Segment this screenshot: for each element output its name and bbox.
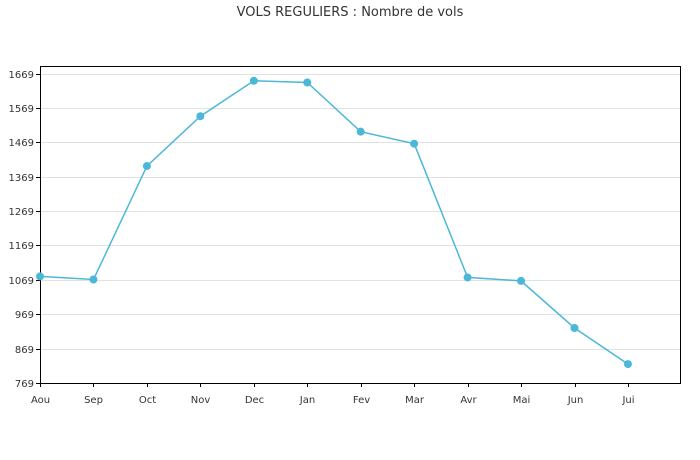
x-tick-label: Jun [567,395,584,406]
x-tick-label: Mai [513,395,531,406]
chart-title: VOLS REGULIERS : Nombre de vols [236,5,464,20]
data-point [249,76,258,85]
y-tick-label: 1269 [9,207,34,218]
x-tick-label: Jan [299,395,315,406]
y-tick-label: 1469 [9,138,34,149]
data-point [303,78,312,87]
data-point [570,323,579,332]
y-tick-label: 1169 [9,241,34,252]
data-point [517,276,526,285]
y-tick-label: 1669 [9,70,34,81]
x-tick-label: Fev [353,395,370,406]
data-point [142,162,151,171]
x-tick-label: Sep [84,395,103,406]
data-point [196,112,205,121]
data-point [36,272,44,281]
grid-lines [40,74,680,384]
y-tick-label: 869 [15,345,34,356]
series-layer [36,76,632,369]
plot-frame [40,66,681,384]
x-tick-label: Aou [31,395,50,406]
data-point [89,275,98,284]
data-point [463,273,472,282]
data-point [623,360,632,369]
data-point [356,127,365,136]
data-point [410,139,419,148]
y-tick-label: 1369 [9,173,34,184]
x-tick-label: Jui [621,395,634,406]
x-tick-label: Nov [191,395,211,406]
x-tick-label: Oct [139,395,156,406]
y-tick-label: 769 [15,379,34,390]
y-axis-ticks: 769 869 969 1069 1169 1269 1369 1469 1569 1669 [9,70,40,390]
x-tick-label: Avr [460,395,477,406]
x-tick-label: Mar [405,395,425,406]
y-tick-label: 1569 [9,104,34,115]
x-axis-ticks: Aou Sep Oct Nov Dec Jan Fev Mar Avr Mai Jun Jui [31,383,635,406]
y-tick-label: 969 [15,310,34,321]
series-line [39,80,629,365]
x-tick-label: Dec [245,395,264,406]
y-tick-label: 1069 [9,276,34,287]
